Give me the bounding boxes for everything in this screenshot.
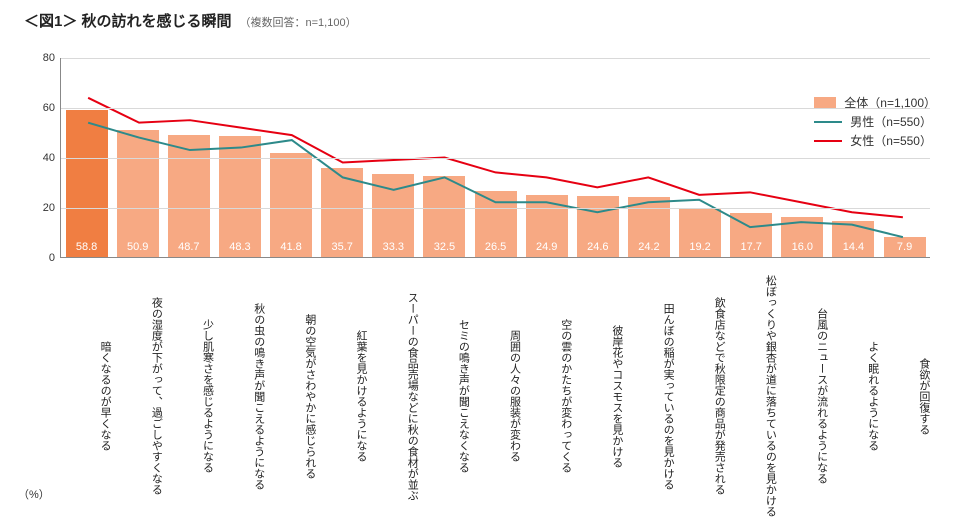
y-axis-unit: （%） <box>18 486 50 502</box>
legend-swatch-line <box>814 121 842 123</box>
gridline <box>61 208 930 209</box>
x-axis-label: スーパーの食品売場などに秋の食材が並ぶ <box>367 264 418 524</box>
legend-item: 全体（n=1,100） <box>814 94 936 111</box>
x-axis-label: 松ぼっくりや銀杏が道に落ちているのを見かける <box>725 264 776 524</box>
x-axis-label: 彼岸花やコスモスを見かける <box>572 264 623 524</box>
x-axis-label: 田んぼの稲が実っているのを見かける <box>623 264 674 524</box>
x-axis-label: 周囲の人々の服装が変わる <box>469 264 520 524</box>
x-axis-labels: 暗くなるのが早くなる夜の湿度が下がって、過ごしやすくなる少し肌寒さを感じるように… <box>60 264 930 524</box>
gridline <box>61 108 930 109</box>
y-tick-label: 80 <box>31 52 55 64</box>
chart-subtitle: （複数回答：n=1,100） <box>240 14 357 30</box>
x-axis-label: よく眠れるようになる <box>828 264 879 524</box>
plot-area: 58.850.948.748.341.835.733.332.526.524.9… <box>60 58 930 258</box>
chart-container: 58.850.948.748.341.835.733.332.526.524.9… <box>0 40 960 510</box>
chart-title: ＜図1＞ 秋の訪れを感じる瞬間 <box>24 10 232 31</box>
legend-label: 男性（n=550） <box>850 113 932 130</box>
legend-item: 女性（n=550） <box>814 132 936 149</box>
x-axis-label: 紅葉を見かけるようになる <box>316 264 367 524</box>
chart-title-row: ＜図1＞ 秋の訪れを感じる瞬間 （複数回答：n=1,100） <box>0 0 960 31</box>
x-axis-label: 秋の虫の鳴き声が聞こえるようになる <box>214 264 265 524</box>
x-axis-label: 暗くなるのが早くなる <box>60 264 111 524</box>
y-tick-label: 0 <box>31 252 55 264</box>
x-axis-label: セミの鳴き声が聞こえなくなる <box>418 264 469 524</box>
x-axis-label: 空の雲のかたちが変わってくる <box>521 264 572 524</box>
y-tick-label: 60 <box>31 102 55 114</box>
legend-item: 男性（n=550） <box>814 113 936 130</box>
x-axis-label: 台風のニュースが流れるようになる <box>776 264 827 524</box>
x-axis-label: 朝の空気がさわやかに感じられる <box>265 264 316 524</box>
legend-label: 全体（n=1,100） <box>844 94 936 111</box>
legend: 全体（n=1,100） 男性（n=550） 女性（n=550） <box>814 94 936 151</box>
y-tick-label: 40 <box>31 152 55 164</box>
x-axis-label: 夜の湿度が下がって、過ごしやすくなる <box>111 264 162 524</box>
legend-swatch-bar <box>814 97 836 108</box>
gridline <box>61 58 930 59</box>
legend-swatch-line <box>814 140 842 142</box>
x-axis-label: 飲食店などで秋限定の商品が発売される <box>674 264 725 524</box>
y-tick-label: 20 <box>31 202 55 214</box>
line-male <box>88 123 903 237</box>
x-axis-label: 少し肌寒さを感じるようになる <box>162 264 213 524</box>
legend-label: 女性（n=550） <box>850 132 932 149</box>
x-axis-label: 食欲が回復する <box>879 264 930 524</box>
gridline <box>61 158 930 159</box>
